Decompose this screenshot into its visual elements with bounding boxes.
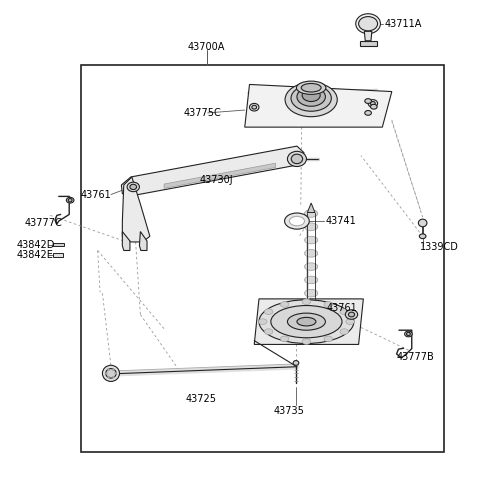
Ellipse shape [285, 82, 337, 117]
Ellipse shape [264, 309, 273, 315]
Ellipse shape [365, 99, 372, 104]
Ellipse shape [127, 182, 139, 192]
Text: 43700A: 43700A [188, 42, 225, 53]
Ellipse shape [264, 329, 273, 335]
Ellipse shape [371, 102, 375, 105]
Ellipse shape [115, 373, 117, 375]
Text: 43842D: 43842D [17, 240, 55, 250]
Ellipse shape [297, 81, 326, 94]
Polygon shape [360, 41, 377, 45]
Polygon shape [122, 177, 150, 242]
Ellipse shape [302, 339, 311, 345]
Ellipse shape [420, 234, 426, 239]
Ellipse shape [293, 361, 299, 365]
Ellipse shape [340, 309, 348, 315]
Ellipse shape [271, 306, 342, 338]
Ellipse shape [297, 317, 316, 326]
Text: 43730J: 43730J [200, 175, 233, 185]
Ellipse shape [304, 276, 318, 284]
Polygon shape [364, 31, 372, 41]
Ellipse shape [324, 302, 333, 307]
Ellipse shape [302, 299, 311, 305]
Ellipse shape [102, 365, 120, 381]
Ellipse shape [304, 263, 318, 270]
Text: 43761: 43761 [80, 189, 111, 200]
Ellipse shape [304, 223, 318, 230]
Ellipse shape [304, 210, 318, 217]
Ellipse shape [324, 336, 333, 342]
Ellipse shape [289, 216, 304, 226]
Text: 43735: 43735 [273, 406, 304, 416]
Ellipse shape [291, 154, 302, 164]
Ellipse shape [108, 369, 110, 371]
Ellipse shape [405, 331, 412, 337]
Ellipse shape [340, 329, 348, 335]
Text: 1339CD: 1339CD [420, 241, 459, 252]
Ellipse shape [288, 313, 325, 330]
Polygon shape [122, 231, 130, 251]
Ellipse shape [304, 236, 318, 244]
Ellipse shape [419, 219, 427, 227]
Ellipse shape [259, 319, 267, 324]
Ellipse shape [259, 300, 354, 344]
Ellipse shape [304, 250, 318, 257]
Ellipse shape [112, 369, 115, 371]
Ellipse shape [112, 376, 115, 378]
Ellipse shape [68, 199, 72, 202]
Ellipse shape [356, 14, 381, 34]
Text: 43777B: 43777B [396, 352, 434, 362]
Ellipse shape [368, 100, 378, 107]
Polygon shape [164, 163, 276, 188]
Text: 43741: 43741 [325, 216, 356, 226]
Polygon shape [53, 254, 63, 256]
Ellipse shape [130, 184, 137, 189]
Polygon shape [254, 299, 363, 345]
Ellipse shape [106, 369, 116, 378]
Ellipse shape [304, 289, 318, 297]
Ellipse shape [105, 373, 108, 375]
Polygon shape [53, 243, 63, 246]
Ellipse shape [250, 104, 259, 111]
Ellipse shape [371, 105, 377, 109]
Polygon shape [121, 146, 304, 196]
Ellipse shape [291, 85, 331, 111]
Polygon shape [139, 231, 147, 251]
Bar [81, 66, 444, 452]
Ellipse shape [365, 110, 372, 115]
Ellipse shape [66, 197, 74, 203]
Ellipse shape [297, 87, 325, 106]
Text: 43761: 43761 [326, 303, 357, 313]
Ellipse shape [280, 302, 289, 307]
Text: 43711A: 43711A [384, 19, 422, 29]
Polygon shape [307, 203, 315, 213]
Ellipse shape [345, 310, 358, 319]
Text: 43725: 43725 [185, 393, 216, 403]
Ellipse shape [302, 89, 320, 102]
Text: 43775C: 43775C [183, 108, 221, 118]
Ellipse shape [108, 376, 110, 378]
Ellipse shape [252, 105, 257, 109]
Ellipse shape [288, 151, 306, 166]
Ellipse shape [346, 319, 354, 324]
Text: 43842E: 43842E [17, 250, 54, 260]
Ellipse shape [285, 213, 309, 229]
Ellipse shape [407, 332, 410, 335]
Ellipse shape [348, 312, 355, 317]
Ellipse shape [301, 83, 321, 92]
Ellipse shape [359, 16, 378, 31]
Ellipse shape [280, 336, 289, 342]
Text: 43777C: 43777C [24, 218, 62, 228]
Polygon shape [245, 84, 392, 127]
